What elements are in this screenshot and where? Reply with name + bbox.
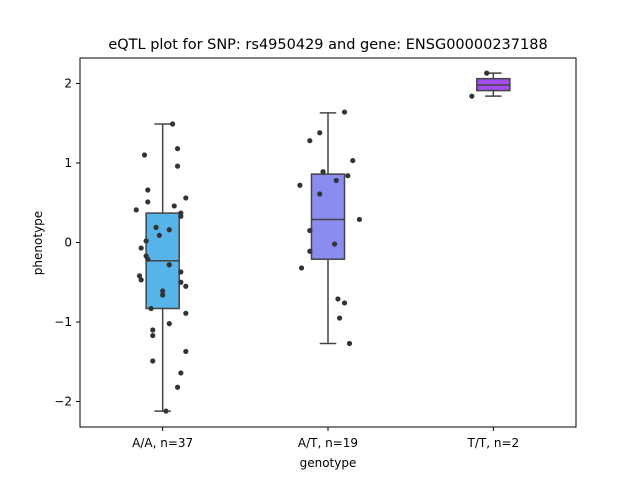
- data-point: [143, 238, 149, 244]
- y-tick-label: −2: [54, 395, 72, 409]
- x-tick-label: A/T, n=19: [298, 436, 358, 450]
- data-point: [307, 138, 313, 144]
- data-point: [174, 384, 181, 390]
- data-point: [298, 265, 305, 271]
- data-point: [153, 224, 159, 230]
- data-point: [183, 195, 189, 201]
- data-point: [169, 121, 176, 127]
- data-point: [138, 277, 144, 283]
- data-point: [183, 310, 189, 316]
- data-point: [166, 321, 172, 327]
- data-point: [171, 203, 177, 209]
- data-point: [356, 216, 363, 223]
- data-point: [148, 305, 154, 312]
- data-point: [333, 177, 339, 184]
- data-point: [320, 169, 326, 175]
- data-point: [484, 70, 490, 76]
- data-point: [145, 187, 151, 193]
- data-point: [133, 207, 139, 213]
- data-point: [307, 248, 313, 254]
- data-point: [332, 241, 338, 247]
- data-point: [156, 232, 162, 238]
- data-point: [150, 358, 156, 364]
- y-axis-label: phenotype: [31, 211, 45, 275]
- data-point: [345, 173, 351, 179]
- data-point: [174, 146, 181, 152]
- box: [310, 173, 346, 260]
- data-point: [166, 227, 172, 233]
- data-point: [341, 300, 348, 306]
- data-point: [317, 191, 323, 197]
- chart-title: eQTL plot for SNP: rs4950429 and gene: E…: [108, 37, 547, 53]
- y-tick-label: 0: [64, 236, 72, 250]
- data-point: [163, 408, 169, 414]
- data-point: [160, 288, 166, 294]
- x-tick-label: T/T, n=2: [467, 436, 520, 450]
- data-point: [183, 348, 189, 355]
- data-point: [307, 227, 313, 234]
- data-point: [145, 199, 151, 205]
- data-point: [336, 315, 343, 321]
- data-point: [166, 262, 172, 268]
- data-point: [150, 332, 156, 339]
- y-tick-label: −1: [54, 315, 72, 329]
- data-point: [183, 283, 189, 289]
- data-point: [341, 109, 348, 115]
- data-point: [174, 163, 181, 169]
- data-point: [136, 273, 143, 279]
- data-point: [335, 296, 341, 302]
- x-tick-label: A/A, n=37: [132, 436, 193, 450]
- data-point: [141, 152, 148, 158]
- data-point: [178, 269, 184, 275]
- data-point: [346, 340, 353, 347]
- data-point: [297, 182, 303, 188]
- data-point: [150, 327, 156, 333]
- data-point: [469, 93, 475, 99]
- data-point: [178, 279, 184, 285]
- data-point: [178, 210, 184, 216]
- y-axis: −2 −1 0 1 2: [54, 76, 80, 409]
- data-point: [350, 157, 356, 164]
- box-groups: [145, 72, 511, 412]
- data-point: [317, 130, 323, 136]
- data-point: [178, 370, 184, 376]
- data-point: [160, 292, 166, 298]
- data-point: [143, 253, 149, 259]
- x-axis: A/A, n=37 A/T, n=19 T/T, n=2: [132, 427, 519, 450]
- y-tick-label: 2: [64, 76, 72, 90]
- data-points: [133, 70, 490, 414]
- x-axis-label: genotype: [300, 456, 357, 470]
- y-tick-label: 1: [64, 156, 72, 170]
- box-group: [310, 112, 346, 345]
- data-point: [138, 245, 144, 251]
